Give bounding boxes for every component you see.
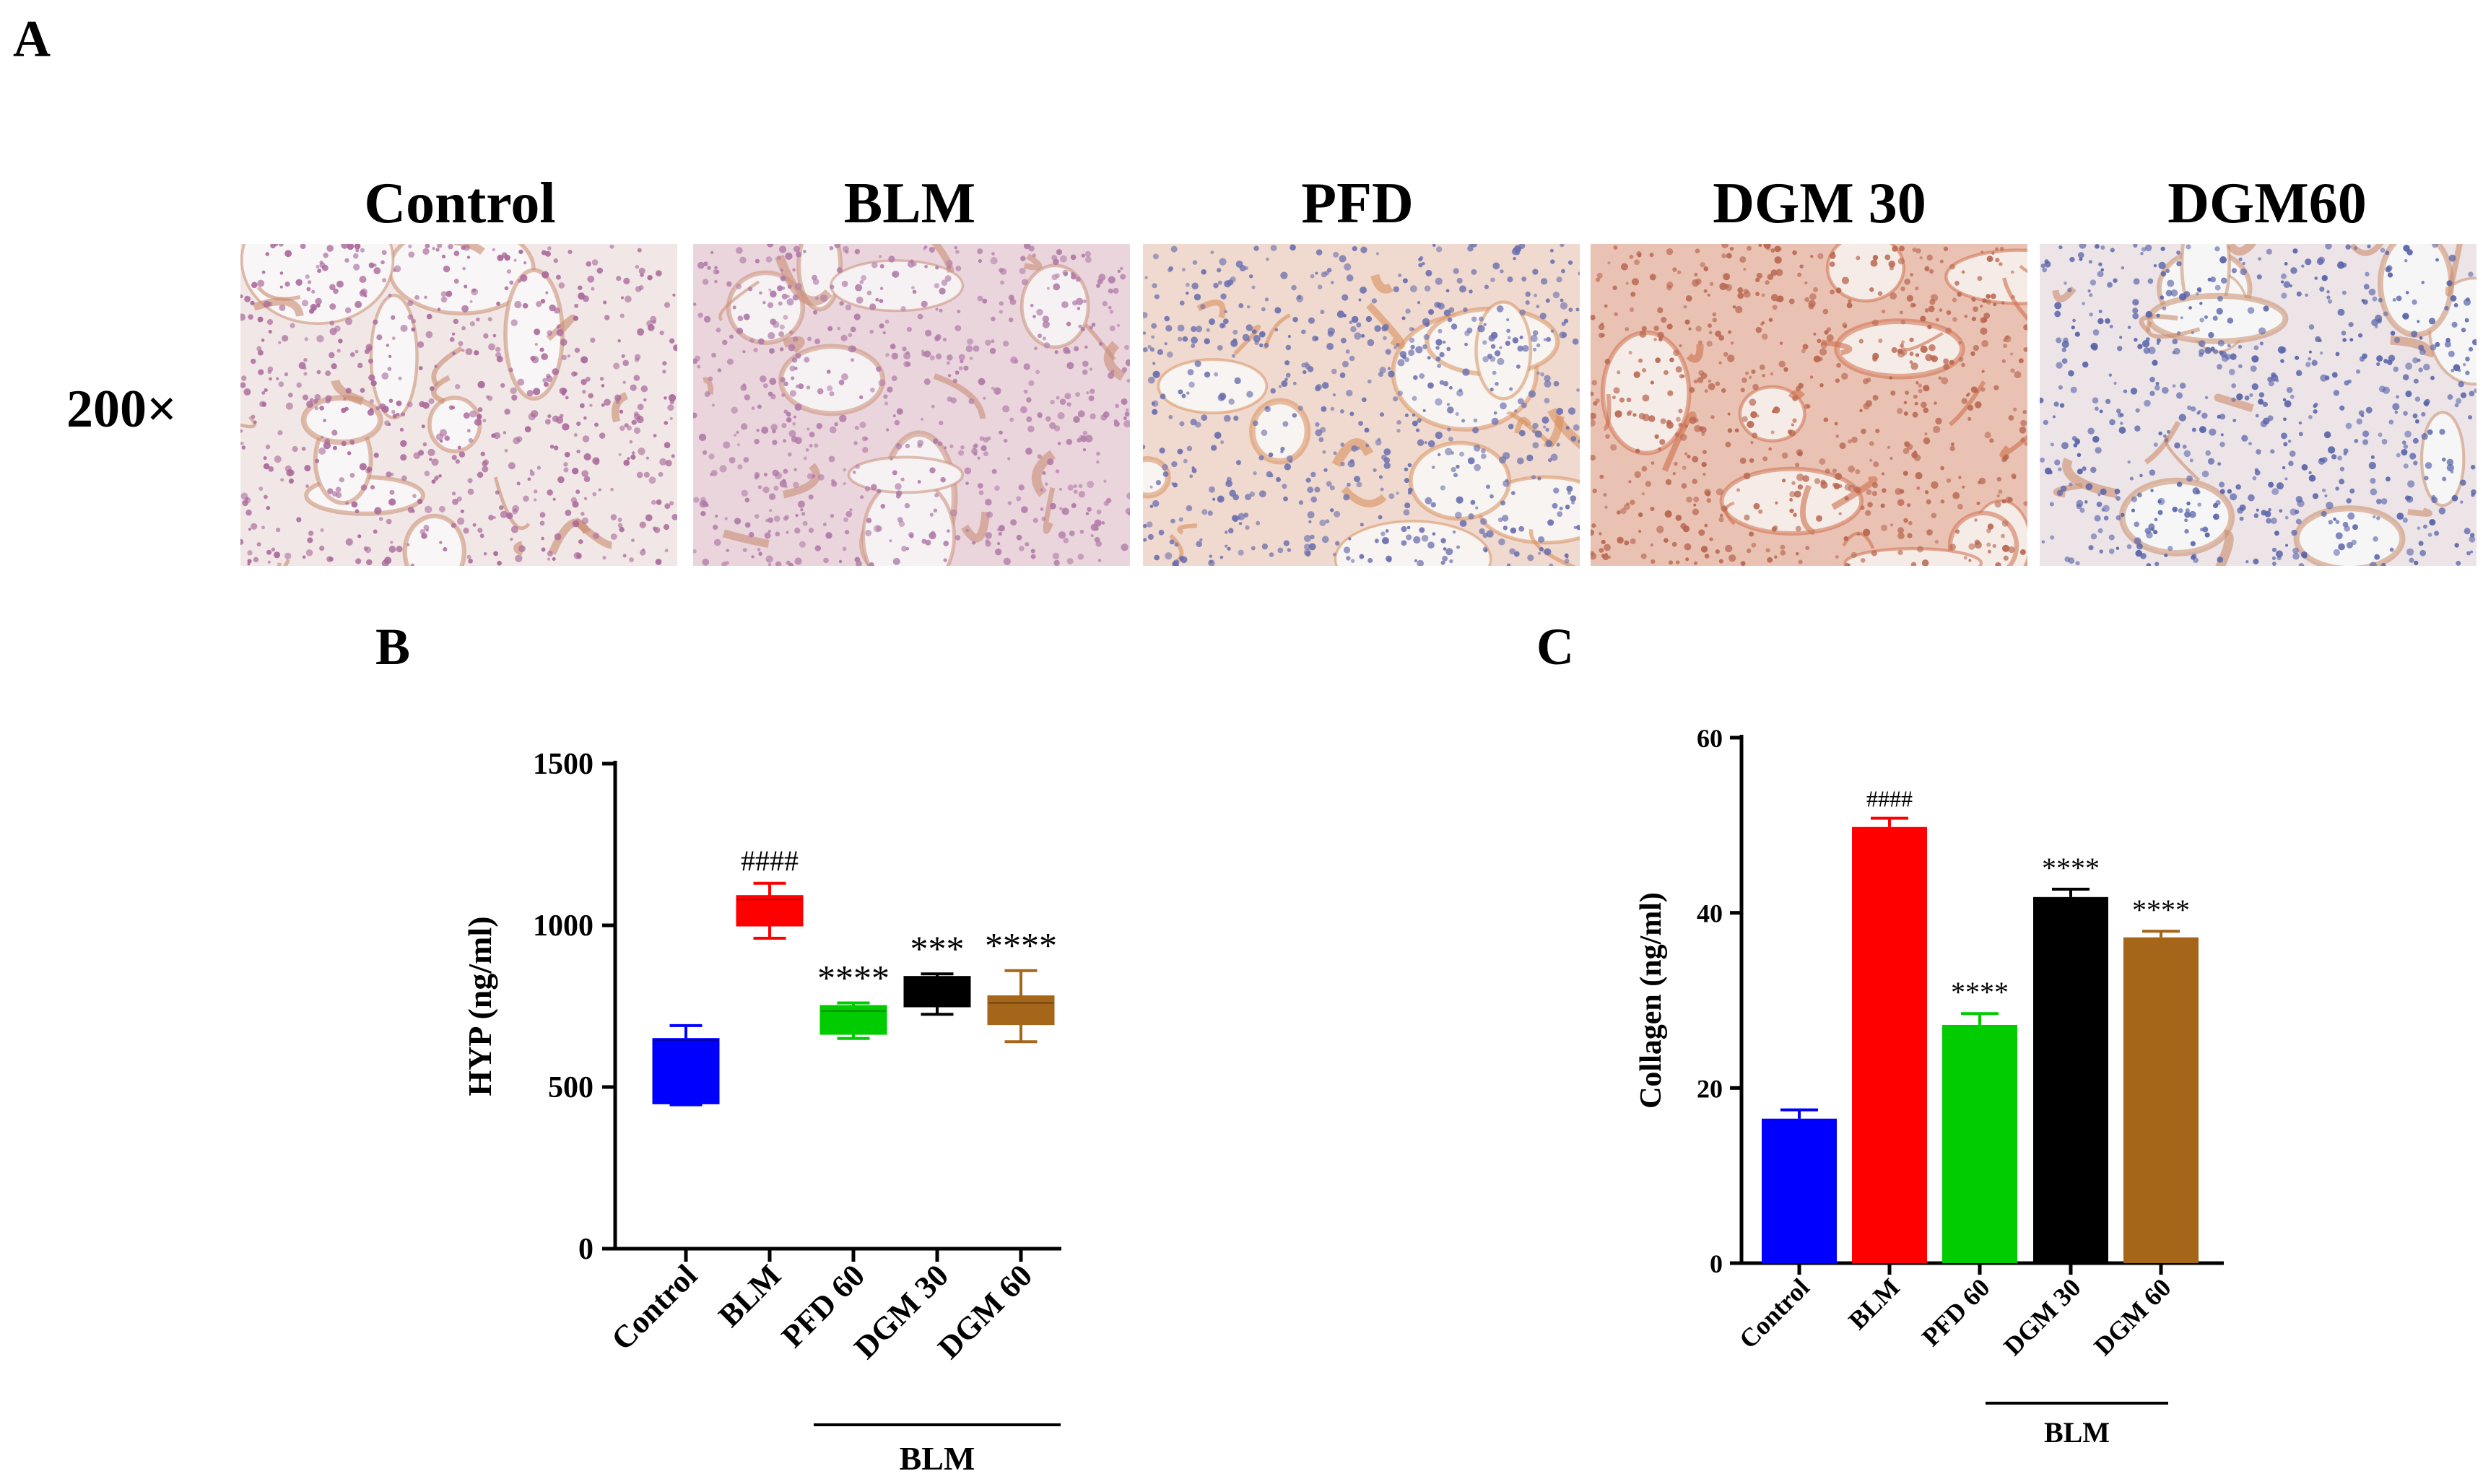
hyp-box-chart: B 0 500 1000 1500 HYP (ng/ml) Control #### BLM **…	[375, 618, 1061, 1477]
box-control	[652, 1038, 720, 1104]
panel-c-letter: C	[1536, 618, 1574, 676]
panel-a-letter: A	[13, 10, 51, 68]
y-tick-label-c: 20	[1697, 1074, 1723, 1103]
micrograph-4	[1591, 244, 2027, 566]
box-blm	[736, 895, 804, 927]
panel-b-letter: B	[375, 618, 410, 676]
bar-blm	[1852, 826, 1927, 1263]
x-tick-label-b: DGM 60	[931, 1257, 1039, 1366]
box-dgm-60	[987, 995, 1055, 1026]
x-tick-label-b: BLM	[712, 1257, 788, 1334]
bar-dgm-60	[2123, 937, 2199, 1263]
y-tick-label-b: 500	[548, 1071, 593, 1104]
y-tick-label-c: 0	[1710, 1249, 1723, 1278]
bar-pfd-60	[1942, 1024, 2017, 1263]
bar-dgm-30	[2033, 896, 2108, 1263]
column-title-control: Control	[364, 172, 556, 235]
column-title-dgm30: DGM 30	[1713, 172, 1926, 235]
bar-control	[1762, 1118, 1837, 1263]
significance-label-b: ***	[910, 928, 965, 969]
significance-label-c: ****	[2042, 852, 2100, 884]
micrograph-5	[2040, 244, 2477, 566]
significance-label-b: ####	[741, 844, 799, 877]
column-title-dgm60: DGM60	[2167, 172, 2367, 235]
x-tick-label-c: BLM	[1843, 1273, 1905, 1335]
significance-label-b: ****	[985, 925, 1057, 966]
micrograph-1	[240, 244, 677, 566]
y-axis-label-c: Collagen (ng/ml)	[1635, 892, 1668, 1109]
micrograph-row	[240, 244, 2477, 566]
y-tick-label-c: 60	[1697, 724, 1723, 753]
collagen-bar-chart: C 0 20 40 60 Collagen (ng/ml) Control #### BLM **…	[1536, 618, 2224, 1449]
x-tick-label-c: DGM 60	[2088, 1273, 2176, 1361]
y-tick-label-c: 40	[1697, 899, 1723, 928]
x-tick-label-c: DGM 30	[1998, 1273, 2086, 1361]
significance-label-c: ####	[1866, 786, 1913, 812]
significance-label-b: ****	[817, 958, 890, 998]
column-title-pfd: PFD	[1301, 172, 1414, 235]
column-title-blm: BLM	[843, 172, 976, 235]
x-tick-label-b: Control	[604, 1257, 704, 1357]
y-tick-label-b: 1000	[533, 909, 593, 943]
box-pfd-60	[819, 1005, 887, 1035]
y-axis-label-b: HYP (ng/ml)	[461, 916, 498, 1096]
x-tick-label-c: Control	[1734, 1273, 1815, 1354]
micrograph-2	[693, 244, 1130, 566]
significance-label-c: ****	[2132, 894, 2190, 926]
magnification-label: 200×	[66, 380, 178, 439]
group-bracket-label-b: BLM	[900, 1440, 975, 1477]
x-tick-label-c: PFD 60	[1916, 1273, 1996, 1352]
significance-label-c: ****	[1951, 976, 2009, 1008]
y-tick-label-b: 0	[578, 1233, 593, 1266]
group-bracket-label-c: BLM	[2044, 1416, 2110, 1449]
y-tick-label-b: 1500	[533, 748, 593, 781]
micrograph-3	[1143, 244, 1580, 566]
box-dgm-30	[903, 976, 971, 1008]
